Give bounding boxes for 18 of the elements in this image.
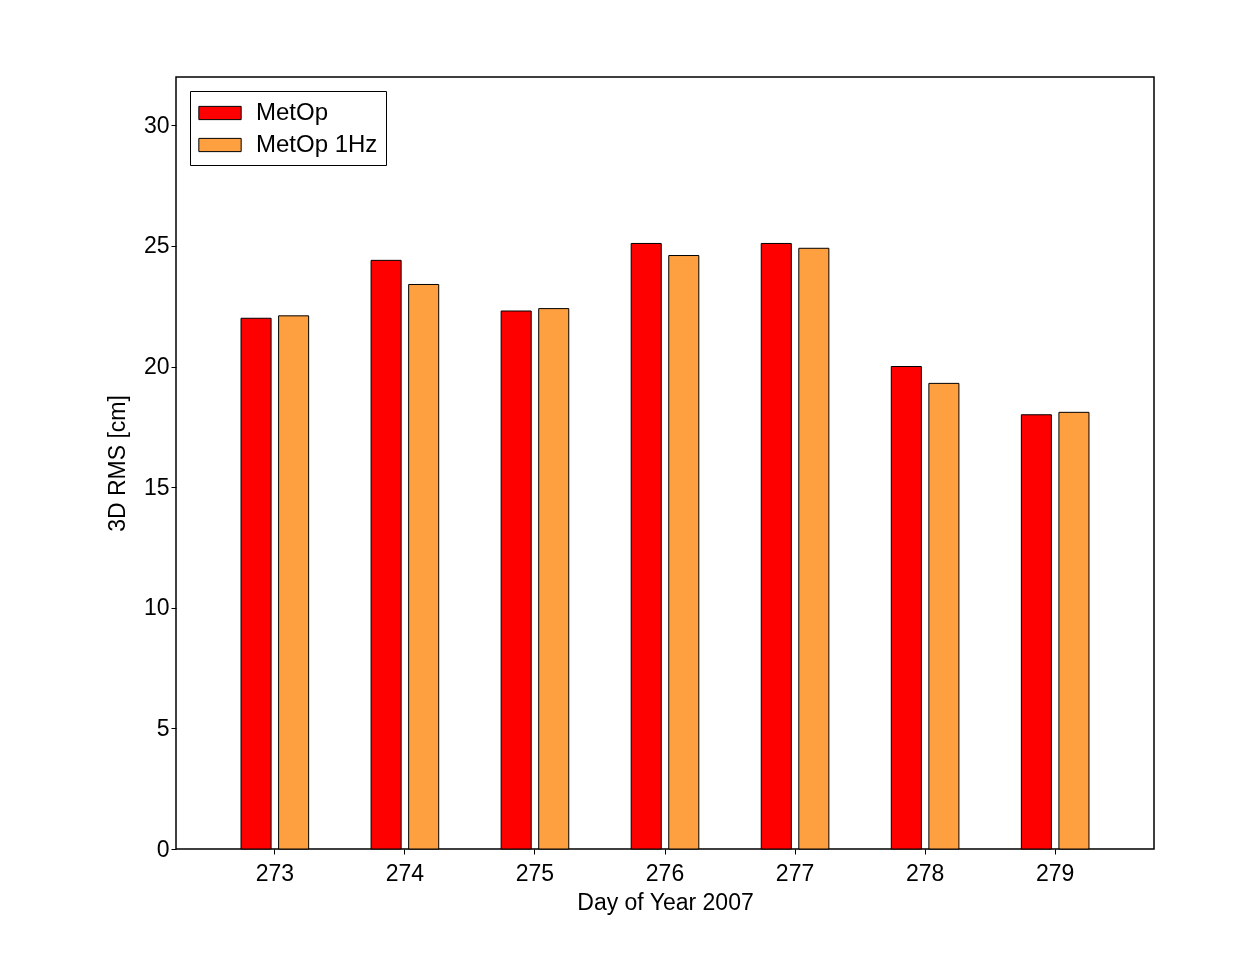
x-tick-label: 278 — [905, 859, 945, 886]
y-tick-label: 20 — [143, 353, 170, 379]
x-axis-title: Day of Year 2007 — [577, 888, 754, 915]
legend-label: MetOp 1Hz — [256, 130, 378, 157]
x-tick-label: 273 — [255, 859, 295, 886]
y-axis-title: 3D RMS [cm] — [103, 395, 130, 532]
x-tick-label: 274 — [385, 859, 425, 886]
y-tick-label: 0 — [156, 835, 170, 862]
x-tick-label: 277 — [775, 859, 815, 886]
y-tick-label: 25 — [143, 232, 170, 259]
y-tick-label: 15 — [143, 473, 170, 500]
x-tick-label: 276 — [645, 859, 685, 886]
y-tick-label: 30 — [143, 111, 170, 138]
y-tick-label: 10 — [143, 594, 170, 621]
legend-label: MetOp — [256, 98, 329, 125]
x-tick-label: 279 — [1035, 859, 1075, 886]
x-tick-label: 275 — [515, 859, 555, 886]
y-tick-label: 5 — [156, 714, 170, 741]
